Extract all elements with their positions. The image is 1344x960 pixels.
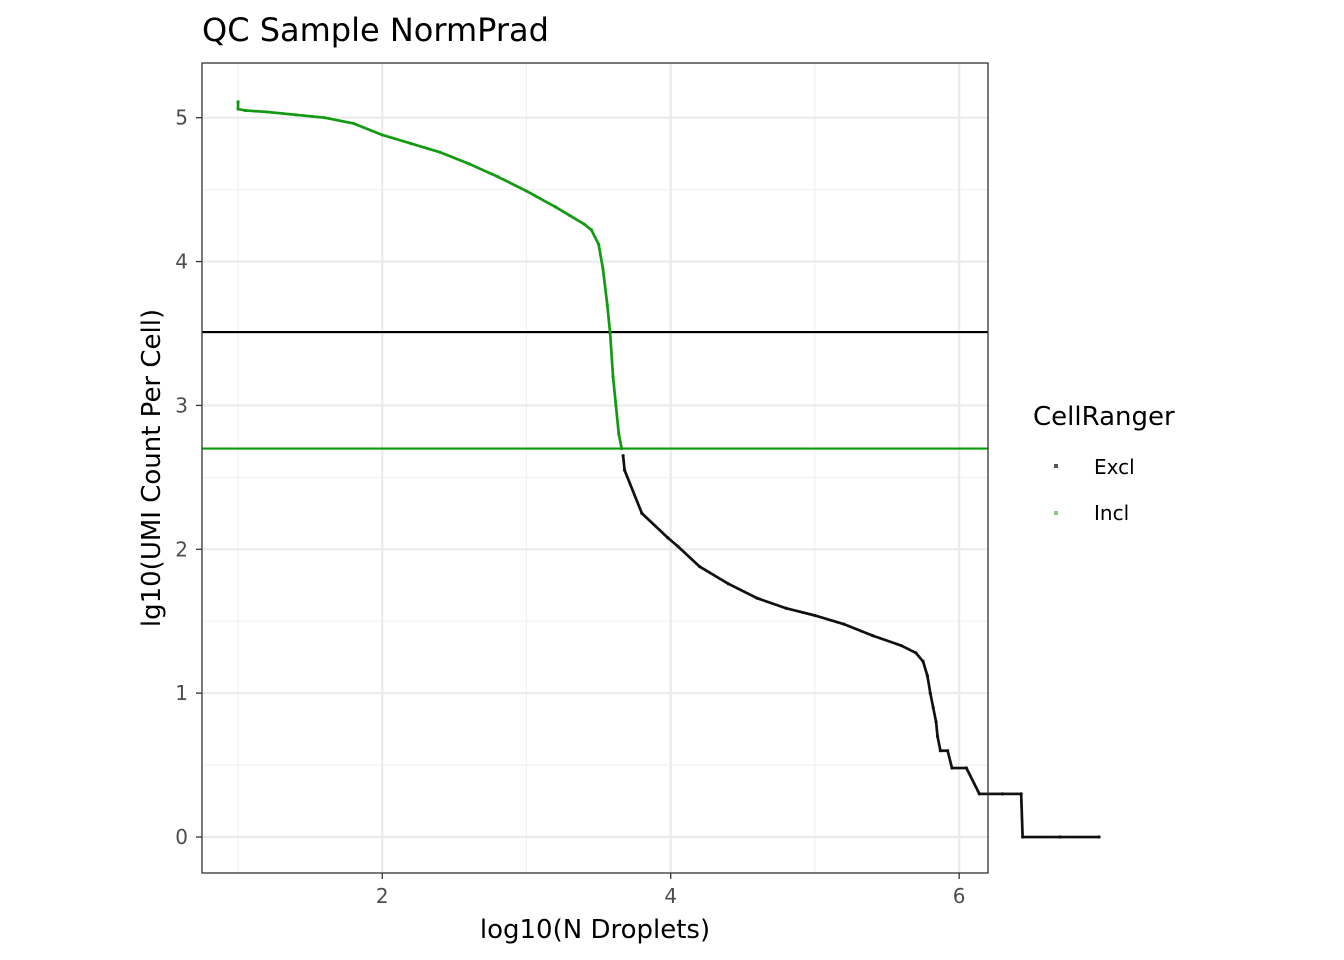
plot-panel-border: [201, 62, 989, 874]
chart-title: QC Sample NormPrad: [202, 11, 549, 49]
legend-key-incl: [1054, 511, 1058, 515]
data-points: [236, 100, 1101, 839]
point-excl: [1097, 835, 1101, 839]
y-tick-label: 1: [175, 681, 188, 705]
x-tick-label: 4: [664, 884, 677, 908]
legend-label-incl: Incl: [1094, 501, 1129, 525]
legend: CellRanger Excl Incl: [1033, 402, 1175, 525]
x-axis-title: log10(N Droplets): [480, 915, 710, 945]
legend-label-excl: Excl: [1094, 455, 1135, 479]
series-excl: [621, 454, 1101, 839]
y-tick-label: 3: [175, 393, 188, 417]
y-tick-label: 2: [175, 537, 188, 561]
y-axis-ticks: 0 1 2 3 4 5: [175, 106, 202, 849]
grid-lines: [202, 63, 988, 873]
x-tick-label: 2: [376, 884, 389, 908]
legend-title: CellRanger: [1033, 402, 1175, 432]
legend-key-excl: [1054, 464, 1058, 468]
x-tick-label: 6: [953, 884, 966, 908]
series-incl: [236, 100, 624, 451]
x-axis-ticks: 2 4 6: [376, 873, 966, 908]
y-tick-label: 0: [175, 825, 188, 849]
y-tick-label: 4: [175, 250, 188, 274]
point-incl: [620, 446, 624, 451]
reference-lines: [202, 330, 988, 450]
y-tick-label: 5: [175, 106, 188, 130]
y-axis-title: lg10(UMI Count Per Cell): [137, 309, 167, 627]
